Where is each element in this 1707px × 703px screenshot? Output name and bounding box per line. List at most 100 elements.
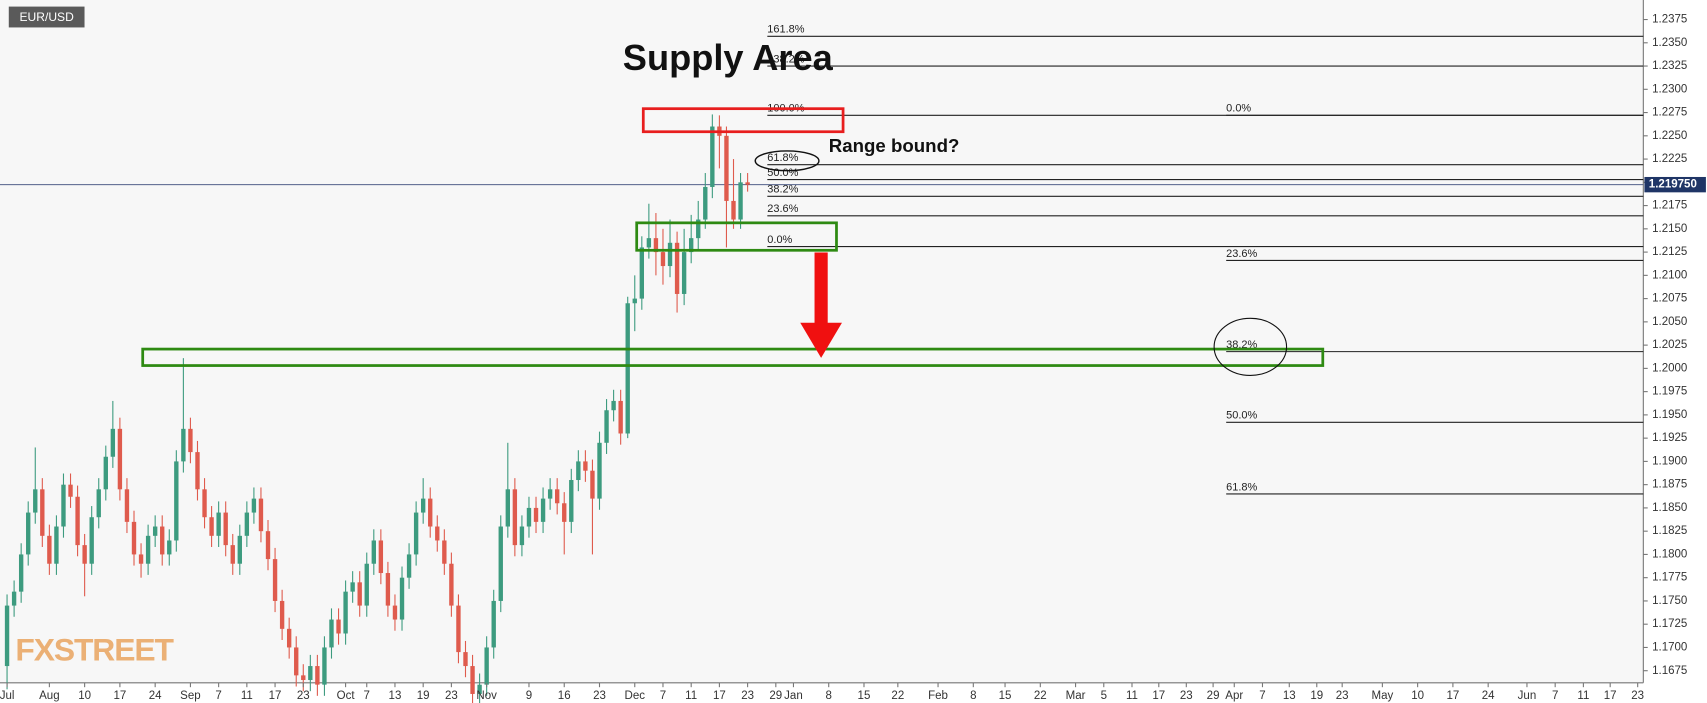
x-tick-label: 23 bbox=[1336, 690, 1349, 702]
fib-label: 23.6% bbox=[1226, 248, 1257, 260]
y-tick-label: 1.2250 bbox=[1652, 130, 1687, 142]
candle-body bbox=[216, 512, 221, 536]
candle-body bbox=[477, 684, 482, 694]
x-tick-label: 11 bbox=[1126, 690, 1138, 702]
candle-body bbox=[399, 577, 405, 620]
x-tick-label: 23 bbox=[593, 690, 606, 702]
y-tick-label: 1.2350 bbox=[1652, 37, 1687, 49]
candle-body bbox=[68, 484, 73, 497]
fib-layer: 161.8%138.2%100.0%61.8%50.0%38.2%23.6%0.… bbox=[0, 24, 1644, 495]
candle-body bbox=[329, 619, 334, 648]
candle-body bbox=[738, 182, 743, 220]
x-tick-label: 11 bbox=[685, 690, 697, 702]
y-tick-label: 1.1950 bbox=[1652, 409, 1687, 421]
candle-body bbox=[660, 252, 666, 267]
fib-label: 138.2% bbox=[767, 53, 804, 65]
candle-body bbox=[392, 605, 398, 620]
candle-body bbox=[47, 535, 52, 564]
candle-body bbox=[350, 582, 355, 592]
x-tick-label: Jun bbox=[1518, 690, 1537, 702]
candle-body bbox=[703, 186, 708, 220]
candle-body bbox=[124, 489, 130, 522]
candle-body bbox=[519, 526, 525, 546]
candle-body bbox=[294, 647, 299, 676]
x-tick-label: 29 bbox=[769, 690, 782, 702]
y-tick-label: 1.2025 bbox=[1652, 339, 1687, 351]
candle-body bbox=[110, 428, 116, 457]
y-tick-label: 1.2375 bbox=[1652, 14, 1687, 26]
y-tick-label: 1.1750 bbox=[1652, 595, 1687, 607]
candle-body bbox=[230, 545, 235, 564]
y-tick-label: 1.2175 bbox=[1652, 200, 1687, 212]
candle-body bbox=[26, 512, 31, 555]
x-tick-label: 13 bbox=[389, 690, 402, 702]
current-price-badge bbox=[1644, 176, 1706, 193]
x-tick-label: 15 bbox=[858, 690, 871, 702]
x-tick-label: Mar bbox=[1066, 690, 1086, 702]
candle-body bbox=[435, 526, 440, 541]
symbol-badge bbox=[8, 6, 85, 28]
candle-body bbox=[343, 591, 348, 634]
y-tick-label: 1.2125 bbox=[1652, 246, 1687, 258]
candle-body bbox=[82, 545, 87, 564]
candle-body bbox=[590, 470, 595, 499]
candle-body bbox=[75, 496, 80, 546]
x-tick-label: 29 bbox=[1207, 690, 1220, 702]
x-tick-label: 24 bbox=[149, 690, 162, 702]
candle-body bbox=[611, 400, 616, 411]
x-tick-label: 8 bbox=[826, 690, 832, 702]
x-tick-label: 22 bbox=[1034, 690, 1047, 702]
candle-body bbox=[385, 573, 391, 606]
candle-body bbox=[625, 303, 630, 434]
candle-body bbox=[583, 461, 588, 471]
y-tick-label: 1.1875 bbox=[1652, 479, 1687, 491]
candle-body bbox=[160, 526, 165, 555]
candle-body bbox=[484, 647, 489, 685]
fib-label: 0.0% bbox=[1226, 103, 1251, 115]
ellipse-marker bbox=[1213, 317, 1288, 376]
supply-box bbox=[641, 107, 845, 134]
y-tick-label: 1.2075 bbox=[1652, 293, 1687, 305]
candle-body bbox=[244, 512, 250, 536]
candle-body bbox=[371, 540, 376, 564]
fib-label: 23.6% bbox=[767, 203, 798, 215]
candle-body bbox=[731, 200, 736, 220]
fib-label: 0.0% bbox=[767, 234, 792, 246]
y-tick-label: 1.1925 bbox=[1652, 432, 1687, 444]
candle-body bbox=[646, 238, 652, 248]
x-tick-label: 16 bbox=[558, 690, 571, 702]
annotation: Range bound? bbox=[829, 135, 960, 156]
x-tick-label: 23 bbox=[297, 690, 310, 702]
candle-body bbox=[301, 675, 306, 681]
watermark: FXSTREET bbox=[15, 631, 174, 667]
y-tick-label: 1.1675 bbox=[1652, 665, 1687, 677]
symbol: EUR/USD bbox=[20, 10, 75, 24]
candle-body bbox=[131, 521, 137, 555]
candle-body bbox=[653, 238, 659, 253]
candle-body bbox=[145, 535, 151, 564]
y-tick-label: 1.1725 bbox=[1652, 618, 1687, 630]
candle-body bbox=[152, 526, 158, 536]
x-tick-label: 23 bbox=[445, 690, 458, 702]
x-tick-label: 7 bbox=[1552, 690, 1558, 702]
x-tick-label: 10 bbox=[78, 690, 91, 702]
arrow-shaft bbox=[814, 252, 828, 324]
candle-body bbox=[505, 489, 510, 527]
time-axis-background bbox=[0, 682, 1644, 703]
candle-body bbox=[724, 135, 729, 201]
candle-body bbox=[569, 480, 574, 522]
candle-body bbox=[639, 247, 645, 299]
x-tick-label: Sep bbox=[180, 690, 201, 702]
candle-body bbox=[33, 489, 38, 513]
x-tick-label: 17 bbox=[1446, 690, 1459, 702]
x-tick-label: 13 bbox=[1283, 690, 1296, 702]
candle-body bbox=[195, 452, 200, 490]
candle-body bbox=[202, 489, 207, 518]
fib-label: 50.0% bbox=[767, 167, 798, 179]
x-tick-label: 24 bbox=[1482, 690, 1495, 702]
fib-label: 61.8% bbox=[767, 152, 798, 164]
x-tick-label: 11 bbox=[1577, 690, 1589, 702]
candle-body bbox=[138, 554, 144, 564]
x-tick-label: Oct bbox=[337, 690, 356, 702]
